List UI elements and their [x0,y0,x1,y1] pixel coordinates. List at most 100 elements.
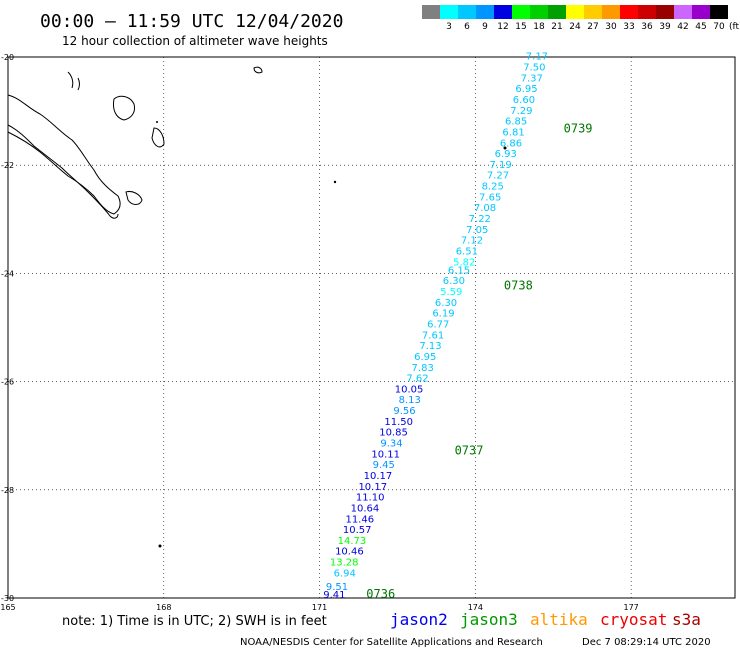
time-label: 0738 [504,279,533,293]
colorbar-label: 33 [623,22,634,32]
swh-value-label: 7.12 [461,236,483,247]
swh-value-label: 7.29 [510,106,532,117]
chart-subtitle: 12 hour collection of altimeter wave hei… [62,34,328,48]
colorbar-label: 12 [497,22,508,32]
swh-value-label: 10.05 [395,384,424,395]
coastline-new-caledonia [7,66,263,219]
colorbar-swatch [602,5,620,19]
sat-s3a: s3a [672,610,701,629]
chart-title: 00:00 – 11:59 UTC 12/04/2020 [40,11,343,32]
island-dot [333,180,337,184]
sat-jason3: jason3 [460,610,518,629]
colorbar-swatch [710,5,728,19]
swh-value-label: 6.15 [448,265,470,276]
colorbar-swatch [476,5,494,19]
swh-value-label: 14.73 [338,536,367,547]
colorbar-swatch [656,5,674,19]
swh-value-label: 7.19 [489,160,511,171]
island-dot [158,544,162,548]
swh-value-label: 6.95 [515,84,537,95]
swh-value-label: 6.81 [502,127,524,138]
colorbar-swatch [494,5,512,19]
colorbar-label: 24 [569,22,581,32]
y-tick-label: -20 [1,53,14,62]
colorbar-swatch [512,5,530,19]
colorbar-swatch [620,5,638,19]
swh-value-label: 7.65 [479,192,501,203]
swh-value-label: 6.19 [432,309,454,320]
footer-timestamp: Dec 7 08:29:14 UTC 2020 [582,637,711,648]
swh-value-label: 8.25 [482,182,504,193]
colorbar-label: 18 [533,22,545,32]
x-tick-label: 177 [624,603,639,612]
x-tick-label: 171 [312,603,327,612]
swh-value-label: 6.95 [414,352,436,363]
x-tick-label: 165 [0,603,15,612]
swh-value-label: 7.61 [422,330,444,341]
colorbar-label: 6 [464,22,470,32]
colorbar-swatch [548,5,566,19]
colorbar-label: 70 [713,22,725,32]
swh-value-label: 11.46 [345,514,374,525]
swh-value-label: 10.11 [371,449,400,460]
colorbar-swatch [584,5,602,19]
swh-value-label: 7.83 [412,363,434,374]
swh-value-label: 6.51 [456,246,478,257]
colorbar-swatch [692,5,710,19]
footer-note: note: 1) Time is in UTC; 2) SWH is in fe… [62,614,327,629]
swh-value-label: 10.17 [364,471,393,482]
time-label: 0739 [564,122,593,136]
axis-ticks: 165 168 171 174 177 -20 -22 -24 -26 -28 -30 [0,53,638,612]
colorbar-swatch [422,5,440,19]
swh-value-label: 7.05 [466,225,488,236]
colorbar-swatch [566,5,584,19]
swh-value-label: 7.08 [474,203,496,214]
x-tick-label: 168 [156,603,171,612]
swh-value-label: 6.86 [500,138,522,149]
swh-value-label: 6.93 [495,149,517,160]
y-tick-label: -22 [1,161,14,170]
swh-value-label: 10.17 [358,482,387,493]
swh-value-label: 6.77 [427,320,449,331]
swh-value-label: 9.51 [326,582,348,593]
y-tick-label: -30 [1,594,14,603]
sat-altika: altika [530,610,588,629]
swh-value-label: 6.30 [435,298,457,309]
island-dot [503,146,507,150]
swh-value-label: 5.82 [453,257,475,268]
footer-credit: NOAA/NESDIS Center for Satellite Applica… [240,637,543,648]
island-dot [156,121,158,123]
plot-frame [7,56,736,599]
swh-value-label: 9.41 [323,590,345,601]
colorbar-label: 3 [446,22,452,32]
swh-value-label: 6.85 [505,117,527,128]
swh-value-label: 11.10 [356,493,385,504]
colorbar-swatch [674,5,692,19]
sat-jason2: jason2 [390,610,448,629]
colorbar-swatch [458,5,476,19]
time-label: 0737 [455,444,484,458]
swh-value-label: 5.59 [440,287,462,298]
colorbar-swatch [530,5,548,19]
colorbar-label: 27 [587,22,598,32]
swh-value-label: 10.57 [343,525,372,536]
colorbar-label: 9 [482,22,488,32]
colorbar-label: 30 [605,22,617,32]
colorbar-label: 45 [695,22,706,32]
y-tick-label: -24 [1,269,14,278]
y-tick-label: -26 [1,378,14,387]
colorbar-swatch [440,5,458,19]
swh-value-label: 11.50 [384,417,413,428]
data-points: 7.177.507.376.956.607.296.856.816.866.93… [323,52,548,601]
swh-value-label: 7.22 [469,214,491,225]
colorbar-swatch [638,5,656,19]
colorbar-label: 36 [641,22,653,32]
swh-value-label: 6.94 [334,568,356,579]
colorbar-label: 15 [515,22,526,32]
swh-value-label: 13.28 [330,558,359,569]
x-tick-label: 174 [468,603,483,612]
swh-value-label: 8.13 [399,395,421,406]
